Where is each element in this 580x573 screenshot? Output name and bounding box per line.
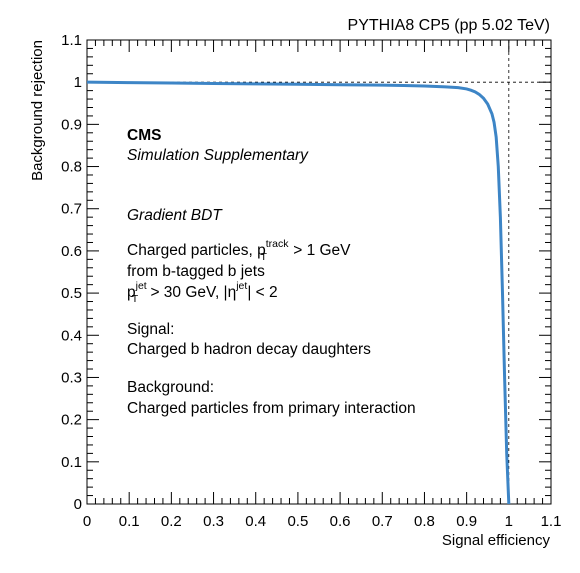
y-tick-label: 0.2 [61, 412, 82, 429]
y-tick-label: 0.5 [61, 285, 82, 302]
x-tick-label: 0 [83, 513, 91, 530]
x-axis-title: Signal efficiency [442, 532, 551, 549]
plot-frame [86, 39, 552, 505]
x-tick-label: 0.6 [330, 513, 351, 530]
x-tick-label: 1.1 [541, 513, 562, 530]
chart-header: PYTHIA8 CP5 (pp 5.02 TeV) [348, 17, 550, 34]
background-description: Charged particles from primary interacti… [127, 400, 416, 417]
y-tick-label: 0 [74, 496, 82, 513]
y-tick-label: 0.3 [61, 369, 82, 386]
y-tick-label: 0.1 [61, 454, 82, 471]
x-tick-label: 0.5 [287, 513, 308, 530]
y-axis-title: Background rejection [29, 40, 46, 181]
y-axis-ticks: 0 0.1 0.2 0.3 0.4 0.5 0.6 0.7 0.8 0.9 1 1.1 [61, 32, 551, 513]
y-tick-label: 0.9 [61, 116, 82, 133]
x-tick-label: 0.4 [245, 513, 266, 530]
y-tick-label: 0.4 [61, 327, 82, 344]
selection-line-3: pjet T > 30 GeV, |ηjet| < 2 [127, 280, 278, 305]
y-tick-label: 1.1 [61, 32, 82, 49]
signal-title: Signal: [127, 321, 174, 338]
y-tick-label: 1 [74, 74, 82, 91]
y-tick-label: 0.8 [61, 159, 82, 176]
x-tick-label: 0.9 [456, 513, 477, 530]
x-tick-label: 0.7 [372, 513, 393, 530]
selection-line-2: from b-tagged b jets [127, 263, 265, 280]
roc-curve [86, 80, 511, 505]
y-tick-label: 0.7 [61, 201, 82, 218]
x-tick-label: 0.8 [414, 513, 435, 530]
x-tick-label: 0.1 [119, 513, 140, 530]
cms-label: CMS [127, 127, 161, 144]
signal-description: Charged b hadron decay daughters [127, 341, 371, 358]
selection-line-1: Charged particles, ptrack T > 1 GeV [127, 238, 351, 263]
background-title: Background: [127, 379, 214, 396]
supplementary-label: Simulation Supplementary [127, 147, 309, 164]
x-tick-label: 0.2 [161, 513, 182, 530]
method-label: Gradient BDT [127, 207, 223, 224]
y-tick-label: 0.6 [61, 243, 82, 260]
x-tick-label: 1 [505, 513, 513, 530]
x-axis-ticks: 0 0.1 0.2 0.3 0.4 0.5 0.6 0.7 0.8 0.9 1 1.1 [83, 40, 562, 530]
x-tick-label: 0.3 [203, 513, 224, 530]
